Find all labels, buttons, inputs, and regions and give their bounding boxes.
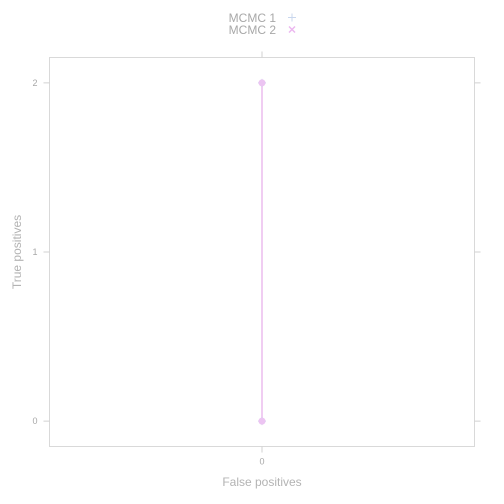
y-tick-label-1: 1	[32, 247, 37, 257]
data-marks	[258, 78, 266, 426]
x-axis-label: False positives	[222, 475, 301, 489]
point-series2-0	[258, 417, 266, 425]
legend-marker-plus	[288, 13, 296, 22]
axis-ticks: 0 1 2 0	[32, 51, 481, 467]
x-tick-label-0: 0	[259, 457, 264, 467]
legend-marker-cross	[288, 26, 296, 33]
legend: MCMC 1 MCMC 2	[229, 11, 296, 37]
y-tick-label-0: 0	[32, 416, 37, 426]
y-axis-label: True positives	[10, 215, 24, 289]
legend-label-series-1: MCMC 1	[229, 11, 277, 25]
y-tick-label-2: 2	[32, 78, 37, 88]
legend-label-series-2: MCMC 2	[229, 23, 277, 37]
point-series2-1	[258, 79, 266, 87]
